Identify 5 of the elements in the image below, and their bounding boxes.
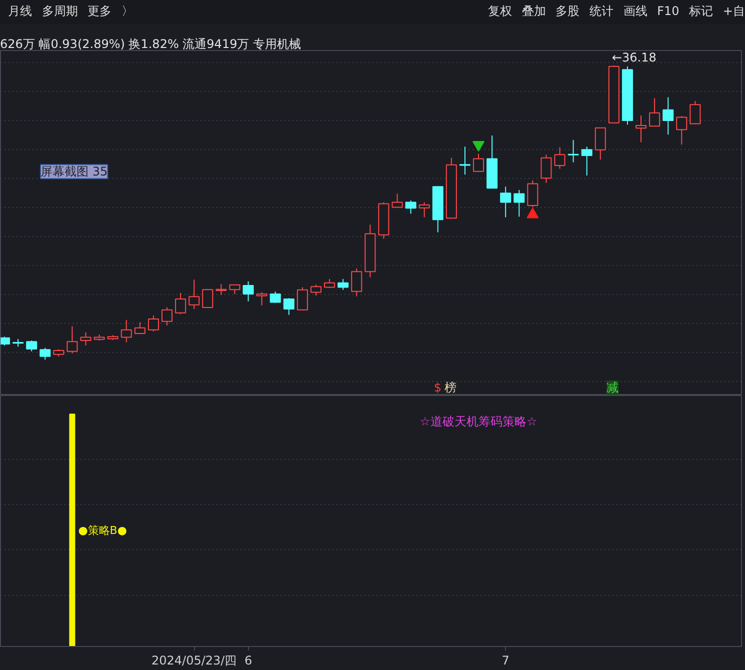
candlestick [676,116,688,146]
candlestick [662,96,674,136]
text: 月线 多周期 更多 〉 [8,3,134,20]
text: 复权 叠加 多股 统计 画线 F10 标记 +自 [488,3,745,20]
candlestick [690,100,701,124]
